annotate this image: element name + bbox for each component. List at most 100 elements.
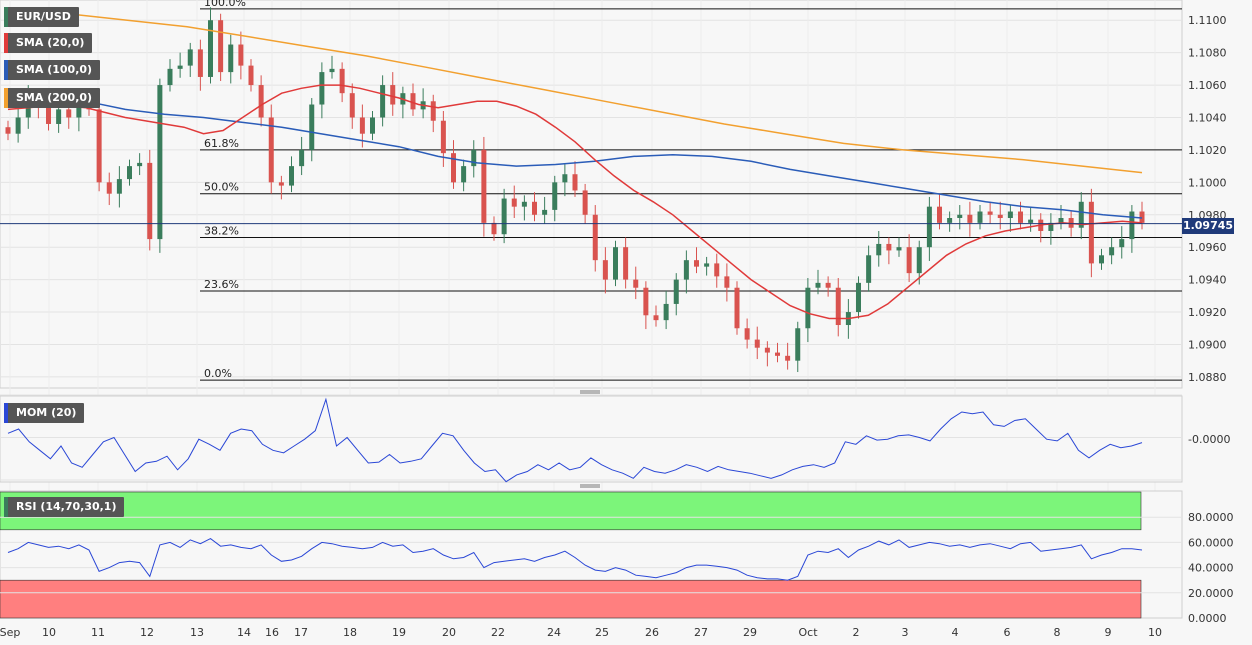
candle-body: [96, 109, 102, 183]
time-tick-label: 9: [1105, 626, 1112, 639]
time-tick-label: 29: [743, 626, 757, 639]
candle-body: [248, 65, 254, 86]
time-tick-label: 20: [442, 626, 456, 639]
candle-body: [106, 182, 112, 194]
candle-body: [592, 214, 598, 261]
candle-body: [177, 65, 183, 69]
time-tick-label: 3: [902, 626, 909, 639]
rsi-tick-label: 0.0000: [1188, 612, 1227, 625]
candle-body: [896, 247, 902, 251]
legend-pair[interactable]: EUR/USD: [4, 7, 79, 27]
time-tick-label: 10: [1148, 626, 1162, 639]
candle-body: [643, 287, 649, 316]
candle-body: [926, 206, 932, 248]
candle-body: [532, 201, 537, 215]
candle-body: [663, 303, 669, 321]
candle-body: [5, 127, 11, 134]
candle-body: [1109, 247, 1115, 256]
price-tick-label: 1.0900: [1188, 338, 1227, 351]
fib-label: 61.8%: [204, 137, 239, 150]
sma20-swatch: [4, 33, 8, 53]
candle-body: [339, 68, 345, 94]
candle-body: [268, 117, 274, 183]
candle-body: [1018, 211, 1023, 223]
candle-body: [329, 68, 335, 73]
rsi-swatch: [4, 497, 8, 517]
price-tick-label: 1.1020: [1188, 144, 1227, 157]
candle-body: [542, 209, 548, 215]
candle-body: [937, 206, 942, 223]
candle-body: [208, 20, 213, 77]
time-tick-label: Sep: [0, 626, 20, 639]
time-axis: Sep 10 11 12 13 14 16 17 18 19 20 22 24 25 26 27 29 Oct 2 3…: [0, 626, 1162, 639]
candle-body: [278, 182, 284, 186]
candle-body: [1088, 201, 1094, 264]
candle-body: [623, 247, 629, 280]
candle-body: [451, 153, 456, 183]
legend-sma100[interactable]: SMA (100,0): [4, 60, 101, 80]
candle-body: [1078, 201, 1084, 228]
candle-body: [380, 85, 386, 118]
candle-body: [997, 214, 1003, 219]
mom-swatch: [4, 403, 8, 423]
candle-body: [856, 282, 861, 313]
momentum-tick-label: -0.0000: [1188, 433, 1230, 446]
candle-body: [572, 174, 578, 191]
panel-splitter-handle[interactable]: [580, 389, 600, 395]
rsi-axis: 80.0000 60.0000 40.0000 20.0000 0.0000: [1188, 511, 1234, 625]
time-tick-label: 25: [595, 626, 609, 639]
candle-body: [876, 243, 882, 256]
candle-body: [501, 198, 507, 235]
price-tick-label: 1.1080: [1188, 47, 1227, 60]
sma-200-line: [7, 8, 1143, 174]
price-axis: 1.1100 1.1080 1.1060 1.1040 1.1020 1.1000 1.09…: [1188, 14, 1227, 384]
candle-body: [127, 166, 132, 180]
candle-body: [1119, 239, 1125, 248]
candle-body: [289, 166, 294, 186]
rsi-line: [7, 538, 1143, 581]
candle-body: [349, 93, 355, 118]
candle-body: [744, 328, 750, 340]
candle-body: [1007, 211, 1013, 219]
price-tick-label: 1.1000: [1188, 176, 1227, 189]
momentum-line: [7, 397, 1143, 483]
candle-body: [552, 182, 558, 210]
candle-body: [157, 85, 163, 240]
fib-label: 38.2%: [204, 224, 239, 237]
legend-pair-label: EUR/USD: [16, 10, 71, 23]
candle-body: [491, 222, 497, 235]
candle-body: [187, 49, 193, 66]
time-tick-label: 8: [1054, 626, 1061, 639]
time-tick-label: 18: [343, 626, 357, 639]
candle-body: [764, 347, 770, 353]
legend-rsi[interactable]: RSI (14,70,30,1): [4, 497, 125, 517]
candlesticks: [5, 7, 1145, 373]
candle-body: [987, 211, 993, 215]
candle-body: [633, 279, 639, 288]
fib-label: 100.0%: [204, 0, 246, 9]
candle-body: [46, 104, 51, 124]
legend-mom[interactable]: MOM (20): [4, 403, 85, 423]
legend-sma200[interactable]: SMA (200,0): [4, 88, 101, 108]
candle-body: [390, 85, 396, 105]
candle-body: [238, 44, 244, 66]
rsi-oversold-zone: [0, 579, 1142, 619]
candle-body: [906, 247, 912, 274]
candle-body: [76, 101, 82, 118]
candle-body: [1129, 211, 1135, 240]
price-tick-label: 1.1060: [1188, 79, 1227, 92]
legend-sma20-label: SMA (20,0): [16, 36, 85, 49]
time-tick-label: 27: [694, 626, 708, 639]
candle-body: [866, 255, 872, 283]
candle-body: [1058, 218, 1064, 223]
candle-body: [886, 243, 892, 251]
panel-splitter-handle[interactable]: [580, 482, 600, 490]
legend-sma100-label: SMA (100,0): [16, 63, 93, 76]
candle-body: [613, 247, 618, 280]
time-tick-label: Oct: [798, 626, 818, 639]
legend-sma20[interactable]: SMA (20,0): [4, 33, 93, 53]
candle-body: [602, 260, 608, 280]
time-tick-label: 26: [645, 626, 659, 639]
candle-body: [1028, 219, 1034, 223]
